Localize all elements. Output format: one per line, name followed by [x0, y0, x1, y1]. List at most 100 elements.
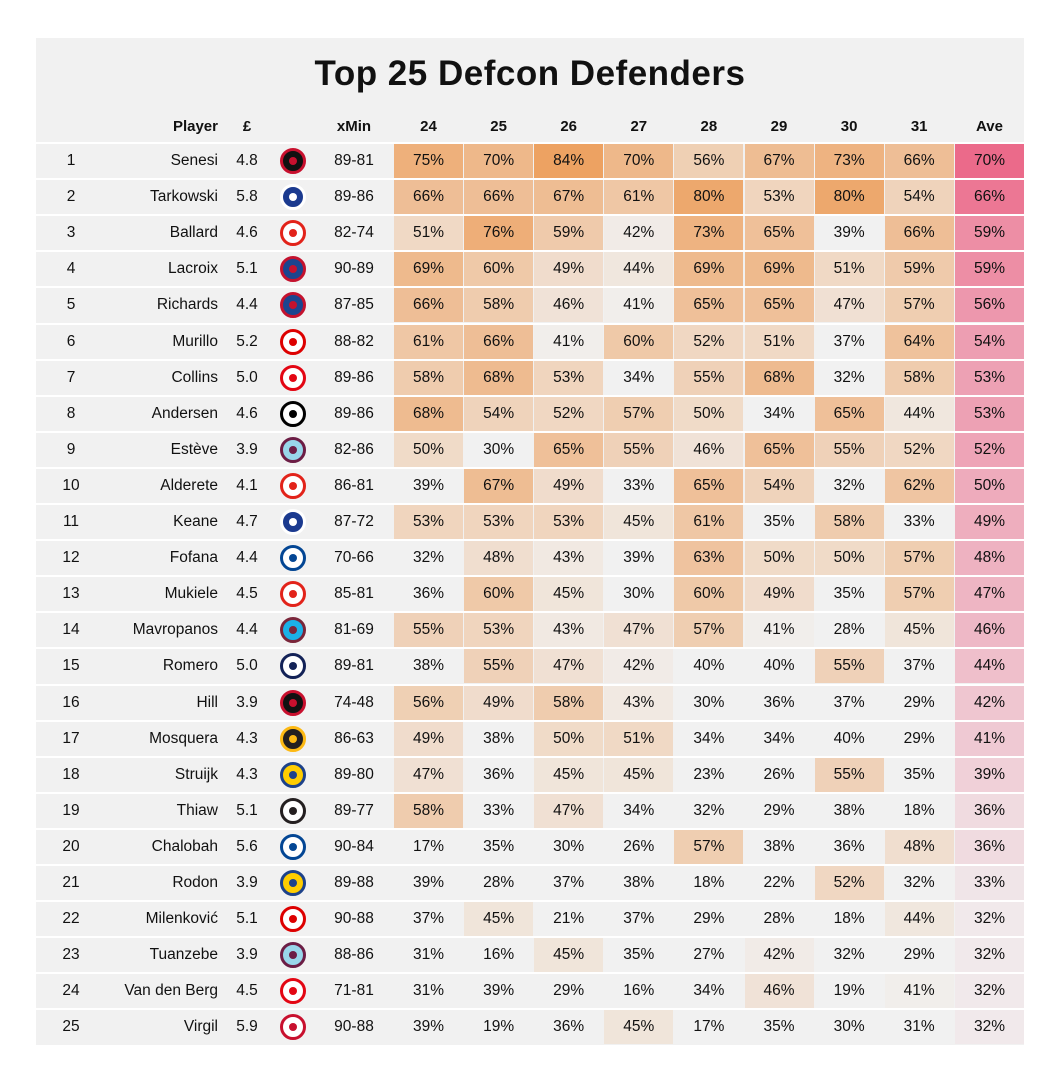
gw-cell-24: 61% — [394, 324, 463, 359]
player-name: Ballard — [169, 224, 218, 242]
header-price: £ — [242, 118, 252, 135]
xmin-cell: 81-69 — [334, 621, 374, 639]
gw-cell-25: 30% — [483, 440, 515, 458]
gw-cell-24: 37% — [412, 910, 445, 928]
gw-cell-27: 35% — [623, 946, 655, 964]
gw-cell-29: 34% — [763, 729, 795, 747]
gw-cell-30: 30% — [833, 1018, 865, 1036]
ave-cell: 50% — [955, 468, 1024, 503]
bee-crest-icon — [280, 364, 306, 391]
xmin-cell: 89-81 — [334, 152, 374, 169]
gw-cell-30: 32% — [833, 368, 865, 386]
gw-cell-27: 61% — [604, 180, 674, 215]
bee-crest-icon — [280, 978, 306, 1005]
gw-cell-25: 39% — [483, 982, 515, 1000]
crest-emblem — [289, 1023, 297, 1032]
gw-cell-27: 39% — [623, 549, 655, 567]
ave-cell: 59% — [955, 252, 1024, 287]
gw-cell-29: 54% — [744, 468, 814, 503]
gw-cell-29: 35% — [763, 1018, 795, 1036]
rank-cell: 15 — [62, 657, 80, 675]
gw-cell-26: 46% — [534, 288, 604, 323]
gw-cell-31: 41% — [884, 974, 954, 1009]
rank-cell: 12 — [62, 549, 80, 567]
gw-cell-28: 52% — [674, 324, 744, 359]
gw-cell-25: 60% — [464, 252, 534, 287]
ave-cell: 54% — [955, 324, 1024, 359]
cockerel-crest-icon — [280, 653, 306, 680]
crest-emblem — [289, 806, 297, 815]
price-cell: 5.0 — [236, 368, 258, 386]
gw-cell-29: 34% — [763, 404, 795, 422]
ave-cell: 32% — [955, 902, 1024, 937]
cherries-crest-icon — [280, 148, 306, 174]
row-separator — [36, 936, 1024, 939]
ave-cell: 42% — [955, 685, 1024, 720]
sunderland-crest-icon — [280, 472, 306, 499]
player-name: Chalobah — [151, 837, 218, 855]
ave-cell: 44% — [955, 649, 1024, 684]
crest-emblem — [289, 301, 297, 310]
xmin-cell: 82-86 — [334, 440, 374, 458]
gw-cell-29: 41% — [744, 613, 814, 648]
gw-cell-25: 35% — [483, 837, 515, 855]
gw-cell-31: 58% — [884, 360, 954, 395]
xmin-cell: 71-81 — [334, 982, 374, 1000]
xmin-cell: 89-80 — [334, 765, 374, 783]
player-name: Mukiele — [164, 585, 218, 603]
gw-cell-29: 65% — [744, 216, 814, 251]
row-separator — [36, 178, 1024, 181]
gw-cell-28: 80% — [674, 180, 744, 215]
forest-tree-crest-icon — [280, 906, 306, 933]
gw-cell-31: 32% — [903, 874, 935, 891]
gw-cell-24: 68% — [394, 396, 463, 431]
gw-cell-31: 57% — [884, 577, 954, 612]
crest-emblem — [289, 554, 297, 563]
gw-cell-31: 33% — [903, 513, 935, 530]
gw-cell-31: 48% — [884, 829, 954, 864]
gw-cell-29: 67% — [744, 144, 814, 178]
gw-cell-25: 66% — [464, 324, 534, 359]
gw-cell-24: 39% — [412, 1018, 445, 1036]
rank-cell: 3 — [66, 224, 76, 242]
header-gw-24: 24 — [420, 118, 437, 135]
xmin-cell: 89-86 — [334, 404, 374, 422]
gw-cell-29: 26% — [763, 765, 795, 783]
gw-cell-29: 28% — [763, 910, 795, 928]
ave-cell: 56% — [955, 288, 1024, 323]
gw-cell-25: 58% — [464, 288, 534, 323]
ave-cell: 36% — [955, 829, 1024, 864]
crest-emblem — [289, 590, 297, 599]
gw-cell-30: 55% — [814, 649, 884, 684]
crest-emblem — [289, 229, 297, 238]
wolf-crest-icon — [280, 725, 306, 752]
gw-cell-24: 53% — [394, 505, 463, 539]
gw-cell-24: 58% — [394, 360, 463, 395]
gw-cell-26: 45% — [534, 757, 604, 792]
xmin-cell: 86-63 — [334, 729, 374, 747]
gw-cell-28: 63% — [674, 541, 744, 576]
hammers-crest-icon — [280, 617, 306, 644]
gw-cell-26: 45% — [534, 938, 604, 973]
forest-tree-crest-icon — [280, 328, 306, 355]
ave-cell: 53% — [955, 396, 1024, 431]
gw-cell-27: 45% — [604, 1010, 674, 1045]
gw-cell-27: 42% — [604, 649, 674, 684]
gw-cell-25: 70% — [464, 144, 534, 178]
rank-cell: 17 — [62, 729, 80, 747]
ave-cell: 32% — [955, 974, 1024, 1009]
gw-cell-26: 53% — [534, 505, 604, 539]
gw-cell-25: 68% — [464, 360, 534, 395]
price-cell: 5.6 — [236, 837, 258, 855]
ave-cell: 36% — [955, 793, 1024, 828]
gw-cell-30: 47% — [814, 288, 884, 323]
crest-emblem — [289, 879, 297, 887]
crest-emblem — [289, 626, 297, 635]
gw-cell-29: 46% — [744, 974, 814, 1009]
gw-cell-26: 41% — [534, 324, 604, 359]
crest-emblem — [289, 662, 297, 671]
gw-cell-30: 55% — [814, 757, 884, 792]
rank-cell: 8 — [66, 404, 76, 422]
row-separator — [36, 1008, 1024, 1011]
gw-cell-24: 50% — [394, 432, 463, 467]
